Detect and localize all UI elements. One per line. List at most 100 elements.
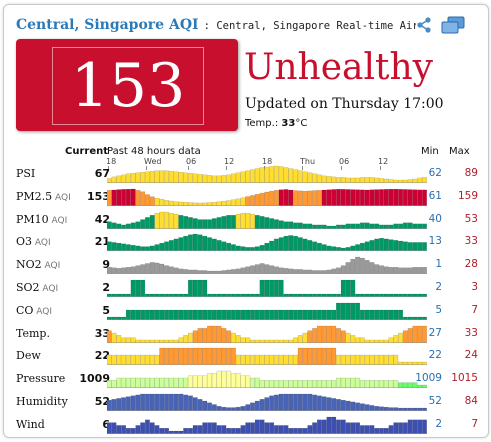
history-bar <box>369 355 375 366</box>
row-history-chart[interactable] <box>107 279 427 297</box>
row-history-chart[interactable] <box>107 325 427 343</box>
row-history-chart[interactable] <box>107 233 427 252</box>
row-no2[interactable]: NO2 AQI 9 1 28 <box>16 254 486 276</box>
history-bar <box>254 168 260 183</box>
history-bar <box>250 339 255 343</box>
history-bar <box>216 240 222 252</box>
row-history-chart[interactable] <box>107 188 427 206</box>
history-bar <box>154 393 160 411</box>
history-bar <box>183 309 189 320</box>
history-bar <box>140 172 146 183</box>
history-bar <box>259 279 265 297</box>
history-bar <box>235 268 241 275</box>
history-bar <box>283 309 289 320</box>
history-bar <box>383 266 389 275</box>
row-co[interactable]: CO AQI 5 5 7 <box>16 300 486 322</box>
row-wind[interactable]: Wind 6 2 7 <box>16 414 486 436</box>
history-bar <box>164 199 169 206</box>
row-history-chart[interactable] <box>107 370 427 389</box>
history-bar <box>283 393 289 411</box>
history-bar <box>417 177 423 183</box>
row-psi[interactable]: PSI 67 62 89 <box>16 163 486 185</box>
row-max-value: 84 <box>464 395 478 407</box>
history-bar <box>254 355 260 366</box>
history-bar <box>173 377 179 389</box>
history-bar <box>264 243 270 252</box>
time-tick-label: 06 <box>186 157 197 166</box>
row-so2[interactable]: SO2 AQI 2 2 3 <box>16 277 486 299</box>
history-bar <box>240 171 246 183</box>
row-o3[interactable]: O3 AQI 21 13 33 <box>16 231 486 253</box>
history-bar <box>187 279 193 297</box>
row-pm10[interactable]: PM10 AQI 42 40 53 <box>16 209 486 231</box>
history-bar <box>297 170 303 183</box>
history-bar <box>164 293 169 297</box>
history-bar <box>359 424 365 434</box>
history-bar <box>369 424 375 434</box>
history-bar <box>245 355 251 366</box>
row-min-value: 52 <box>428 395 442 407</box>
current-column-header: Current <box>65 146 109 157</box>
history-bar <box>379 427 384 434</box>
history-bar <box>187 173 193 183</box>
history-bar <box>107 221 112 229</box>
history-bar <box>312 327 318 343</box>
history-bar <box>221 175 227 183</box>
history-bar <box>135 355 141 366</box>
history-bar <box>293 269 298 275</box>
row-label: SO2 AQI <box>16 281 58 294</box>
history-bar <box>307 393 313 411</box>
history-bar <box>364 260 370 275</box>
history-bar <box>398 267 404 275</box>
history-bar <box>355 302 361 320</box>
history-bar <box>111 355 117 366</box>
history-bar <box>221 309 227 320</box>
time-tick-mark <box>108 166 109 170</box>
history-bar <box>283 268 289 275</box>
history-bar <box>116 293 122 297</box>
row-history-chart[interactable] <box>107 416 427 434</box>
row-history-chart[interactable] <box>107 393 427 411</box>
row-history-chart[interactable] <box>107 211 427 229</box>
row-pressure[interactable]: Pressure 1009 1009 1015 <box>16 368 486 390</box>
history-bar <box>264 216 270 229</box>
history-bar <box>321 419 327 434</box>
share-icon[interactable] <box>416 17 432 33</box>
history-bar <box>326 293 332 297</box>
windows-icon[interactable] <box>441 16 465 34</box>
history-bar <box>202 279 208 297</box>
history-bar <box>240 293 246 297</box>
time-tick-label: 06 <box>339 157 350 166</box>
row-history-chart[interactable] <box>107 165 427 183</box>
history-bar <box>250 355 255 366</box>
history-bar <box>331 268 337 275</box>
history-bar <box>192 234 198 252</box>
history-bar <box>374 223 380 229</box>
history-bar <box>422 362 427 366</box>
history-bar <box>336 267 341 275</box>
row-history-chart[interactable] <box>107 302 427 320</box>
history-bar <box>121 188 127 206</box>
row-dew[interactable]: Dew 22 22 24 <box>16 345 486 367</box>
row-label: Wind <box>16 418 45 431</box>
history-bar <box>340 419 346 434</box>
history-bar <box>197 218 203 229</box>
row-aqi-tag: AQI <box>39 284 59 294</box>
history-bar <box>192 375 198 389</box>
history-bar <box>345 262 351 275</box>
history-bar <box>278 267 284 275</box>
history-bar <box>359 355 365 366</box>
row-humidity[interactable]: Humidity 52 52 84 <box>16 391 486 413</box>
row-pm25[interactable]: PM2.5 AQI 153 61 159 <box>16 186 486 208</box>
row-history-chart[interactable] <box>107 347 427 366</box>
history-bar <box>340 177 346 183</box>
history-bar <box>398 179 404 183</box>
history-bar <box>192 217 198 229</box>
city-title-link[interactable]: Central, Singapore AQI <box>16 17 199 33</box>
history-bar <box>331 380 337 389</box>
row-temp[interactable]: Temp. 33 27 33 <box>16 323 486 345</box>
history-bar <box>116 424 122 434</box>
row-history-chart[interactable] <box>107 256 427 275</box>
history-bar <box>402 316 408 320</box>
history-bar <box>345 177 351 183</box>
